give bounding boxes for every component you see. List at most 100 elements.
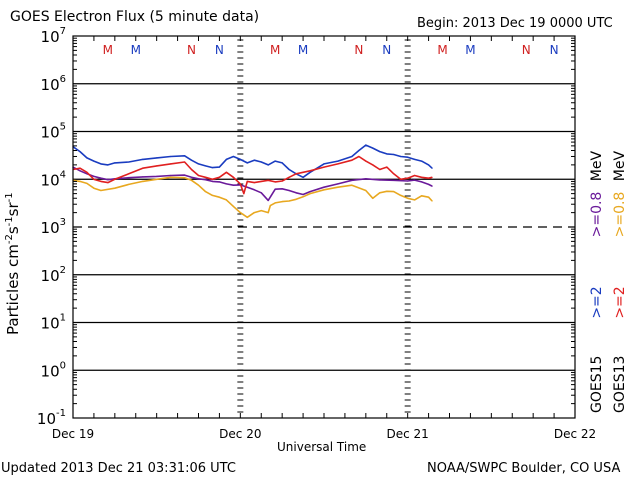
- data-point: [295, 173, 297, 175]
- data-point: [197, 184, 200, 186]
- data-point: [337, 160, 339, 162]
- series-layer: [72, 144, 433, 219]
- data-point: [260, 180, 262, 182]
- data-point: [93, 175, 95, 177]
- data-point: [128, 161, 130, 163]
- y-axis-label: Particles cm-2s-1sr-1: [4, 192, 22, 335]
- data-point: [407, 180, 409, 182]
- data-point: [239, 158, 241, 160]
- data-point: [156, 178, 158, 180]
- data-point: [309, 191, 311, 193]
- data-point: [274, 188, 276, 190]
- marker-label: N: [522, 43, 531, 57]
- data-point: [184, 177, 186, 179]
- data-point: [128, 183, 130, 185]
- data-point: [351, 184, 353, 186]
- data-point: [358, 149, 360, 152]
- data-point: [393, 153, 395, 156]
- data-point: [379, 192, 381, 194]
- data-point: [260, 210, 262, 212]
- data-point: [100, 180, 102, 182]
- data-point: [79, 151, 81, 153]
- data-point: [407, 197, 409, 199]
- data-point: [225, 199, 227, 201]
- data-point: [142, 180, 144, 182]
- data-point: [431, 185, 433, 187]
- data-point: [184, 161, 186, 163]
- data-point: [428, 196, 430, 198]
- data-point: [421, 160, 423, 162]
- legend-goes15: GOES15 >=2 >=0.8 MeV: [589, 151, 605, 413]
- data-point: [114, 162, 116, 164]
- data-point: [323, 186, 325, 188]
- data-point: [170, 174, 172, 177]
- data-point: [260, 192, 262, 194]
- y-tick-label: 101: [41, 313, 66, 333]
- data-point: [246, 180, 248, 182]
- data-point: [267, 164, 269, 166]
- data-point: [246, 186, 248, 188]
- data-point: [431, 167, 433, 169]
- data-point: [253, 189, 255, 191]
- data-point: [184, 174, 186, 176]
- y-tick-label: 100: [41, 360, 66, 380]
- data-point: [302, 171, 304, 173]
- legend-goes13-name: GOES13: [612, 355, 628, 413]
- x-tick-label: Dec 20: [219, 427, 261, 441]
- data-point: [281, 201, 283, 203]
- data-point: [274, 160, 276, 162]
- data-point: [156, 175, 158, 177]
- data-point: [372, 164, 374, 166]
- series-line-2: [72, 144, 433, 179]
- data-point: [142, 176, 144, 178]
- data-point: [232, 205, 234, 207]
- data-point: [204, 179, 207, 181]
- data-point: [379, 151, 381, 153]
- data-point: [428, 183, 430, 185]
- data-point: [225, 171, 227, 173]
- data-point: [211, 167, 213, 169]
- y-tick-label: 102: [41, 265, 66, 285]
- data-point: [156, 157, 158, 159]
- legend-goes15-2mev: >=2: [589, 286, 605, 319]
- data-point: [218, 181, 220, 183]
- data-point: [190, 159, 193, 161]
- data-point: [156, 165, 158, 167]
- marker-label: N: [187, 43, 196, 57]
- updated-timestamp: Updated 2013 Dec 21 03:31:06 UTC: [1, 461, 236, 476]
- data-point: [218, 196, 220, 198]
- data-point: [393, 179, 395, 181]
- y-tick-label: 106: [41, 74, 66, 94]
- marker-label: N: [382, 43, 391, 57]
- data-point: [211, 180, 213, 182]
- data-point: [393, 191, 395, 193]
- data-point: [204, 176, 207, 178]
- data-point: [225, 158, 227, 160]
- data-point: [431, 200, 433, 202]
- data-point: [128, 173, 130, 175]
- series-line-0: [72, 166, 433, 202]
- y-tick-label: 107: [41, 26, 66, 46]
- data-point: [86, 182, 88, 184]
- data-point: [218, 176, 220, 178]
- axes-layer: [72, 35, 576, 419]
- data-point: [107, 164, 109, 166]
- x-axis-label: Universal Time: [277, 440, 367, 454]
- data-point: [197, 163, 200, 165]
- data-point: [197, 178, 200, 180]
- data-point: [421, 195, 423, 197]
- marker-label: M: [103, 43, 113, 57]
- data-point: [288, 189, 290, 192]
- series-line-3: [72, 155, 433, 195]
- data-point: [243, 193, 245, 195]
- credit-label: NOAA/SWPC Boulder, CO USA: [427, 461, 621, 476]
- data-point: [170, 155, 172, 158]
- data-point: [239, 212, 241, 214]
- data-point: [407, 156, 409, 158]
- data-point: [379, 168, 381, 171]
- data-point: [114, 178, 116, 180]
- data-point: [414, 174, 416, 177]
- data-point: [414, 158, 416, 160]
- data-point: [218, 166, 220, 168]
- data-point: [79, 180, 81, 182]
